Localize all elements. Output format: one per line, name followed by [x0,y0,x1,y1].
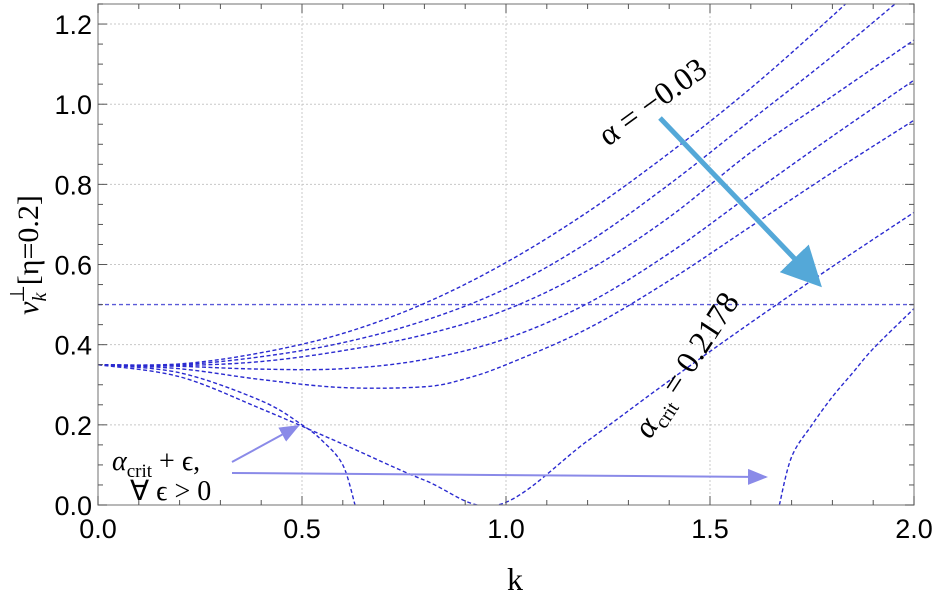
alpha-eps-label-line2: ∀ ϵ > 0 [130,476,211,507]
x-tick-label: 2.0 [895,514,933,544]
alpha-eps-label-line1: αcrit + ϵ, [112,446,200,482]
series-line-4 [98,79,914,371]
y-tick-label: 1.2 [54,10,92,40]
series-line-8 [778,308,914,505]
alpha-direction-arrow [658,116,822,288]
tick-marks [97,3,915,506]
alpha-top-label: α = −0.03 [591,50,713,153]
x-tick-label: 1.5 [691,514,729,544]
y-axis-label: νk⊥[η=0.2] [7,195,51,315]
small-arrow-right [231,468,768,485]
y-tick-label: 0.4 [54,331,92,361]
y-tick-label: 0.8 [54,170,92,200]
series-line-3 [98,39,914,367]
series-line-2 [98,4,897,367]
x-tick-label: 0.5 [283,514,321,544]
x-tick-labels: 0.0 0.5 1.0 1.5 2.0 [79,514,933,544]
series-line-7 [98,364,356,505]
series-line-6 [98,211,914,505]
series-layer [98,4,914,505]
x-tick-label: 0.0 [79,514,117,544]
series-line-1 [98,4,847,366]
y-tick-label: 0.6 [54,251,92,281]
series-line-5 [98,119,914,389]
x-axis-label: k [507,561,523,597]
y-tick-label: 1.0 [54,90,92,120]
small-arrow-up [231,425,300,463]
y-tick-label: 0.2 [54,411,92,441]
y-tick-labels: 0.0 0.2 0.4 0.6 0.8 1.0 1.2 [54,10,92,521]
alpha-crit-label: αcrit = 0.2178 [626,285,751,446]
x-tick-label: 1.0 [487,514,525,544]
y-tick-label: 0.0 [54,491,92,521]
